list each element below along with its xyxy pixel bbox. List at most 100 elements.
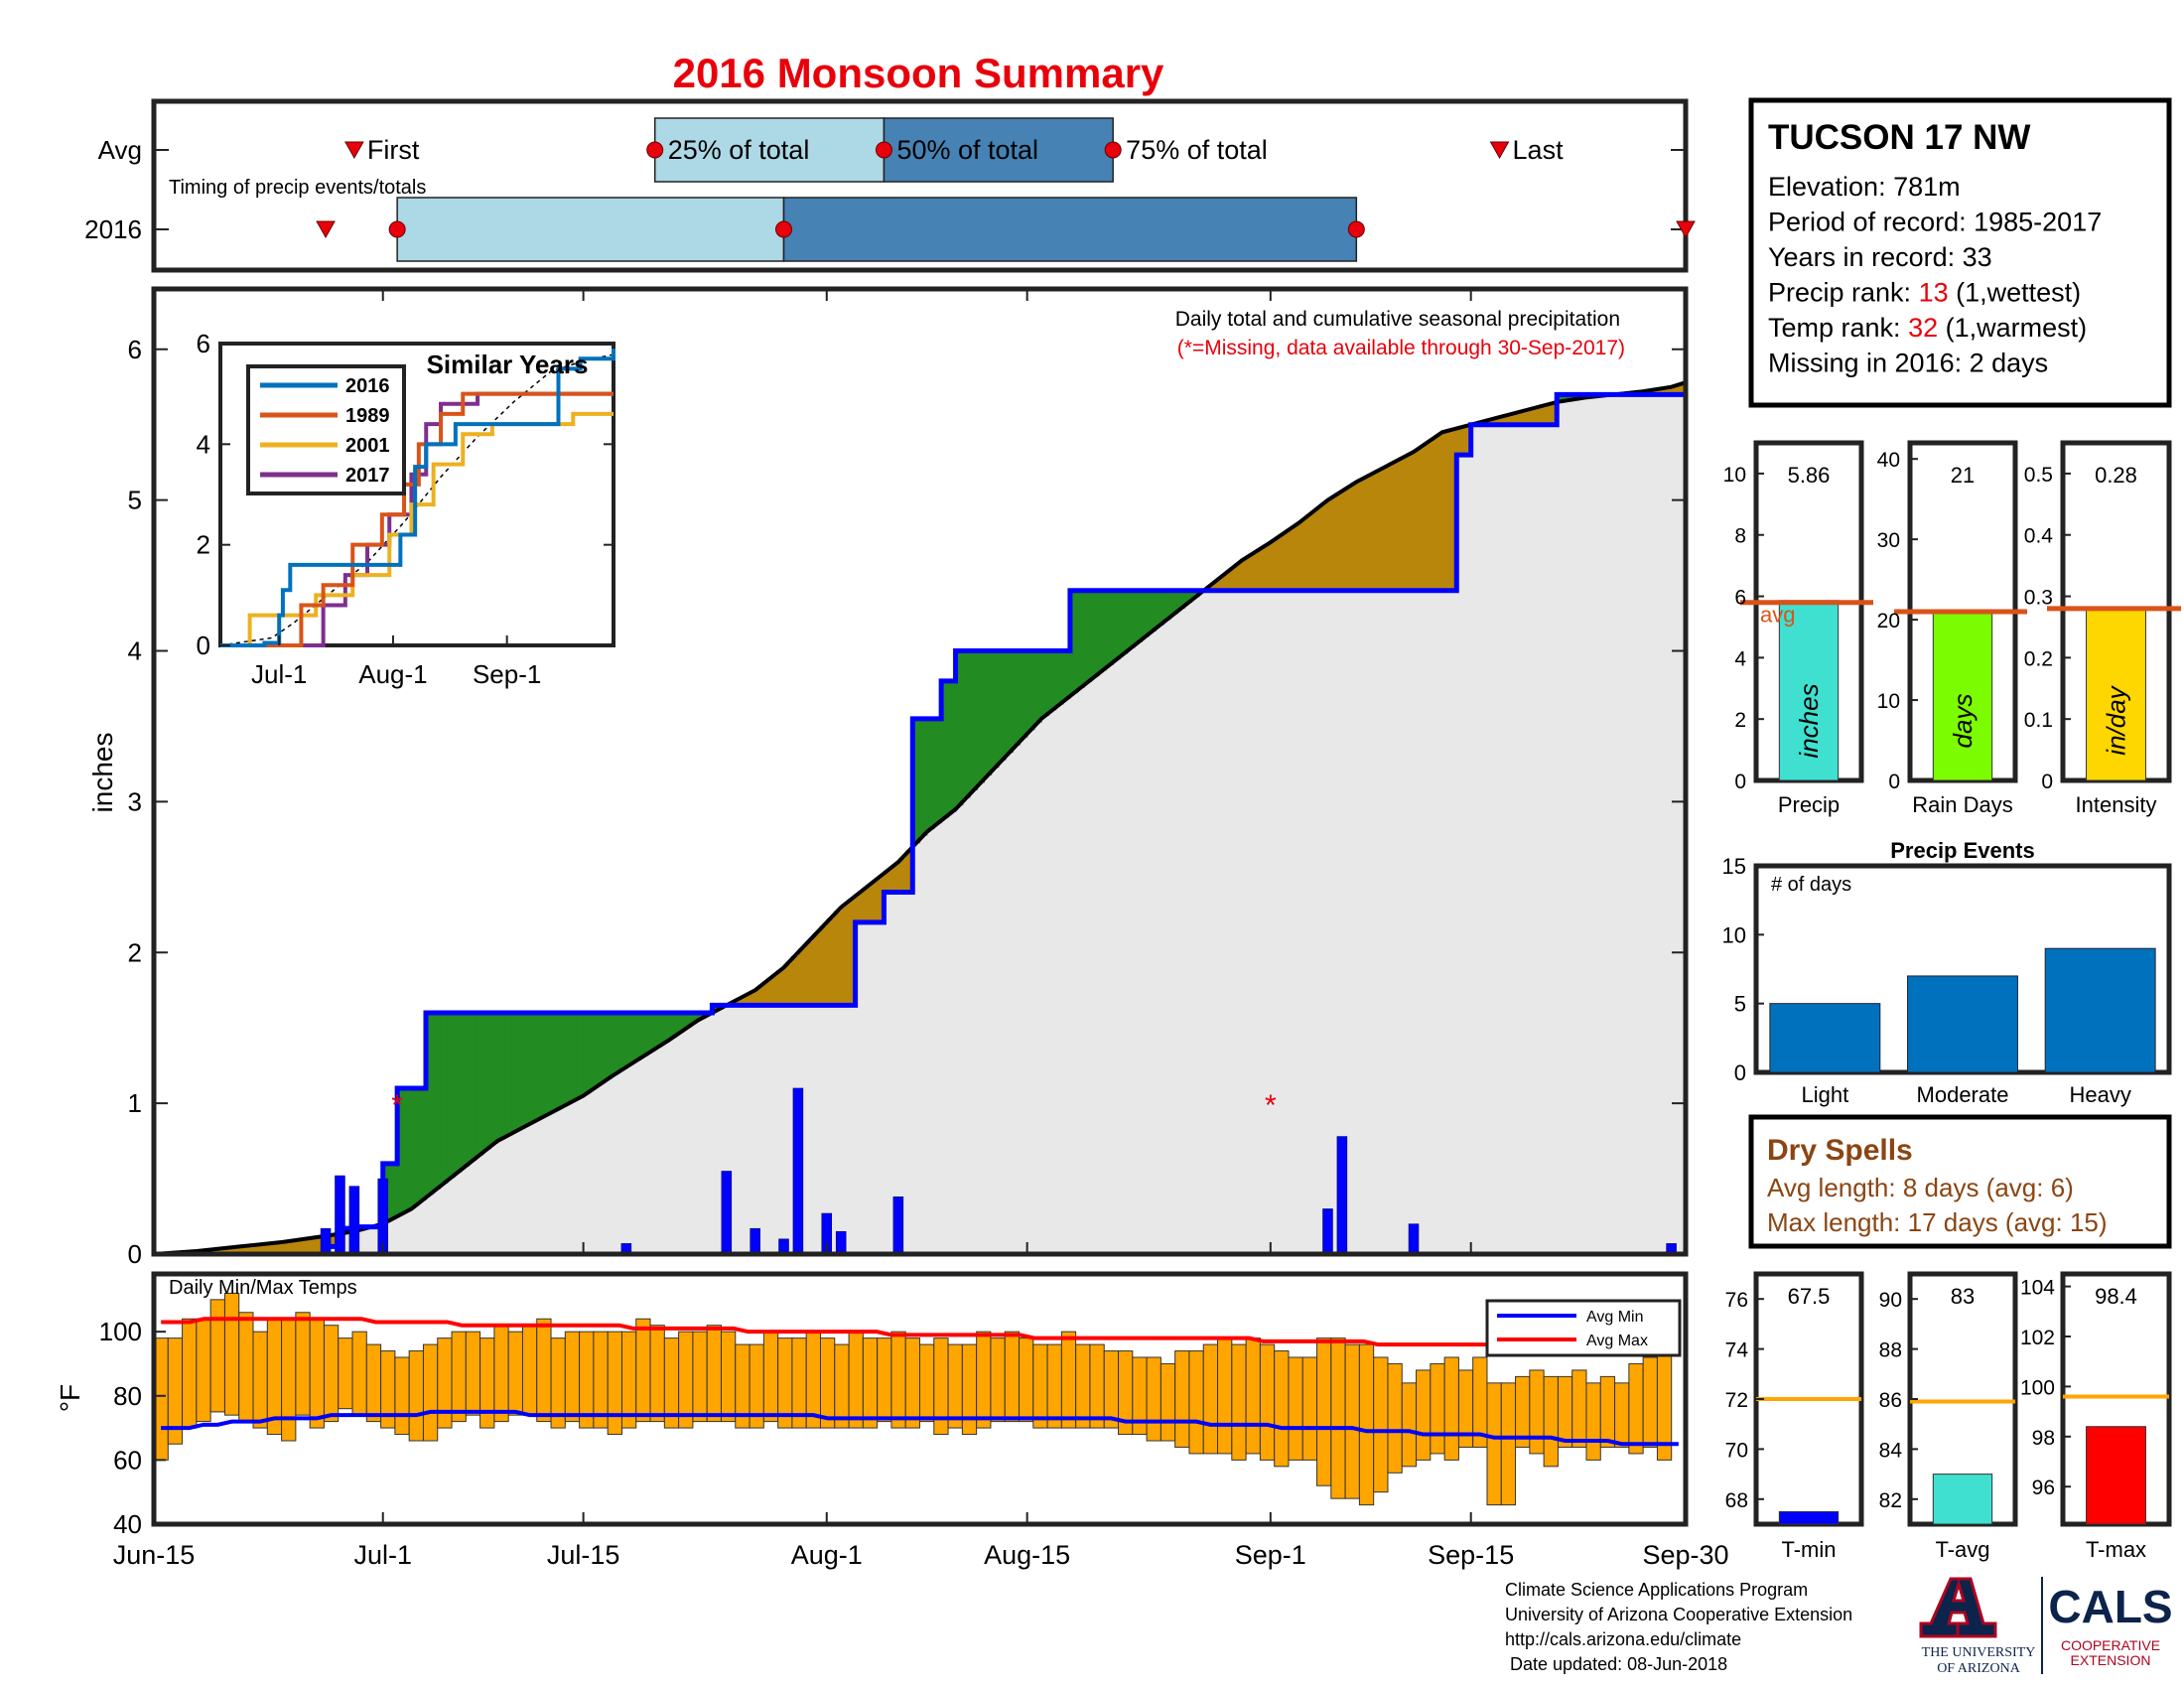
seasonal-y-tick-label: 6 — [1734, 587, 1746, 610]
temp-range-bar — [720, 1331, 737, 1423]
seasonal-unit-2: in/day — [2102, 684, 2131, 755]
surplus-fill — [462, 1013, 470, 1167]
temp-legend-label: Avg Min — [1586, 1309, 1644, 1326]
surplus-fill — [440, 1013, 449, 1184]
seasonal-y-tick-label: 20 — [1877, 610, 1900, 633]
temp-summary-bar-1 — [1932, 1474, 1993, 1525]
seasonal-y-tick-label: 0 — [2041, 771, 2053, 793]
temp-range-bar — [919, 1343, 935, 1423]
temp-range-bar — [947, 1343, 963, 1429]
page-title: 2016 Monsoon Summary — [673, 50, 1164, 96]
surplus-fill — [1105, 590, 1114, 665]
deficit-fill — [1671, 385, 1680, 395]
temp-summary-y-tick-label: 100 — [2020, 1376, 2055, 1399]
inset-x-tick-label: Sep-1 — [473, 659, 541, 689]
surplus-fill — [533, 1013, 541, 1121]
deficit-fill — [1349, 484, 1357, 591]
deficit-fill — [826, 918, 835, 1006]
temp-summary-y-tick-label: 68 — [1725, 1489, 1748, 1512]
dry-spells-max: Max length: 17 days (avg: 15) — [1767, 1207, 2108, 1237]
surplus-fill — [447, 1013, 456, 1179]
seasonal-y-tick-label: 8 — [1734, 525, 1746, 548]
temp-range-bar — [365, 1343, 382, 1423]
deficit-fill — [289, 1240, 298, 1254]
deficit-fill — [1341, 489, 1350, 591]
deficit-fill — [748, 992, 756, 1006]
precip-frame — [151, 286, 1689, 1257]
surplus-fill — [933, 718, 942, 824]
surplus-fill — [540, 1013, 549, 1117]
temp-range-bar — [238, 1312, 254, 1423]
surplus-fill — [1142, 590, 1150, 637]
temp-range-bar — [1628, 1362, 1644, 1455]
temp-range-bar — [182, 1318, 198, 1429]
footer-line-2: University of Arizona Cooperative Extens… — [1505, 1605, 1852, 1624]
temp-range-bar — [1358, 1343, 1375, 1506]
surplus-fill — [998, 650, 1007, 761]
temp-range-bar — [976, 1331, 992, 1429]
deficit-fill — [761, 981, 770, 1006]
deficit-fill — [797, 948, 806, 1006]
surplus-fill — [511, 1013, 520, 1132]
temp-range-bar — [479, 1337, 495, 1429]
deficit-fill — [1428, 439, 1436, 591]
timing-panel: Avg 2016 Timing of precip events/totals Fir… — [84, 98, 1696, 273]
surplus-fill — [554, 1013, 563, 1109]
temp-range-bar — [281, 1318, 297, 1442]
x-tick-label: Jul-15 — [547, 1540, 620, 1570]
surplus-fill — [1084, 590, 1093, 682]
surplus-fill — [489, 1013, 498, 1144]
temp-range-bar — [1060, 1331, 1077, 1429]
precip-panel-title: Daily total and cumulative seasonal prec… — [1175, 308, 1620, 331]
surplus-fill — [1020, 650, 1028, 738]
deficit-fill — [776, 970, 785, 1006]
deficit-fill — [246, 1245, 255, 1254]
surplus-fill — [640, 1013, 649, 1056]
temp-range-bar — [1373, 1356, 1389, 1493]
avg-min-line — [161, 1409, 1679, 1447]
temp-range-bar — [1217, 1337, 1233, 1455]
dry-spells-avg: Avg length: 8 days (avg: 6) — [1767, 1173, 2074, 1202]
events-y-tick-label: 5 — [1734, 992, 1746, 1017]
deficit-fill — [1263, 544, 1272, 591]
precip-events-panel: Precip Events # of days Light Moderate Heavy… — [1722, 838, 2172, 1107]
surplus-fill — [389, 1163, 398, 1218]
surplus-fill — [561, 1013, 570, 1106]
surplus-fill — [1156, 590, 1164, 626]
precip-panel-note: (*=Missing, data available through 30-Se… — [1177, 337, 1625, 359]
deficit-fill — [1506, 414, 1515, 425]
deficit-fill — [268, 1242, 277, 1254]
timing-subtitle: Timing of precip events/totals — [169, 177, 426, 199]
surplus-fill — [590, 1013, 599, 1089]
deficit-fill — [812, 933, 821, 1006]
seasonal-y-tick-label: 0 — [1734, 771, 1746, 793]
temp-range-bar — [1274, 1350, 1290, 1468]
deficit-fill — [1392, 461, 1401, 591]
deficit-fill — [261, 1243, 269, 1254]
seasonal-bar-1 — [1932, 611, 1993, 781]
deficit-fill — [1528, 408, 1537, 425]
legend-label-2017: 2017 — [345, 465, 390, 487]
deficit-fill — [1678, 383, 1687, 395]
timing-bar-first-half — [396, 197, 785, 262]
temp-summary-y-tick-label: 86 — [1879, 1389, 1902, 1412]
legend-label-1989: 1989 — [345, 405, 390, 427]
y-tick-label: 6 — [128, 335, 142, 364]
temp-range-bar — [338, 1337, 353, 1410]
temp-range-bar — [1387, 1362, 1403, 1474]
x-tick-label: Sep-15 — [1428, 1540, 1514, 1570]
deficit-fill — [1334, 492, 1343, 591]
deficit-fill — [1370, 472, 1379, 591]
avg-max-line — [161, 1317, 1679, 1350]
deficit-fill — [1377, 469, 1386, 591]
surplus-fill — [1033, 650, 1042, 723]
deficit-fill — [1278, 534, 1286, 591]
y-tick-label: 2 — [128, 937, 142, 967]
temp-summary-y-tick-label: 104 — [2020, 1277, 2055, 1300]
station-line-5: Missing in 2016: 2 days — [1768, 349, 2048, 378]
temp-range-bar — [451, 1331, 467, 1423]
temp-range-bar — [1486, 1382, 1502, 1506]
deficit-fill — [905, 850, 913, 893]
deficit-fill — [1550, 402, 1558, 425]
surplus-fill — [482, 1013, 491, 1150]
